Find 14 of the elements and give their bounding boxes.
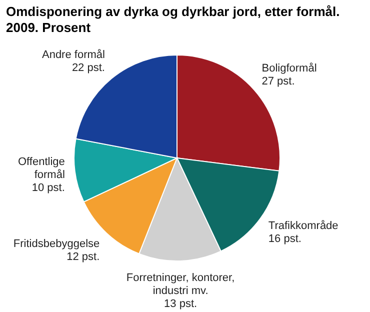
slice-label: Fritidsbebyggelse — [13, 238, 100, 250]
slice-label: Andre formål — [42, 48, 105, 61]
data-label: 16 pst. — [268, 233, 302, 246]
data-label: 13 pst. — [164, 298, 198, 310]
chart-title: Omdisponering av dyrka og dyrkbar jord, etter formål. — [6, 4, 340, 19]
slice-label: Offentlige formål — [18, 156, 65, 182]
slice-label: Trafikkområde — [268, 220, 338, 232]
data-label: 10 pst. — [32, 182, 65, 194]
slice-label: Boligformål — [262, 62, 317, 75]
data-label: 12 pst. — [66, 250, 100, 263]
data-label: 22 pst. — [72, 62, 105, 74]
slice-label: Forretninger, kontorer, industri mv. — [126, 272, 235, 297]
chart-subtitle: 2009. Prosent — [6, 20, 92, 35]
data-label: 27 pst. — [262, 76, 295, 88]
